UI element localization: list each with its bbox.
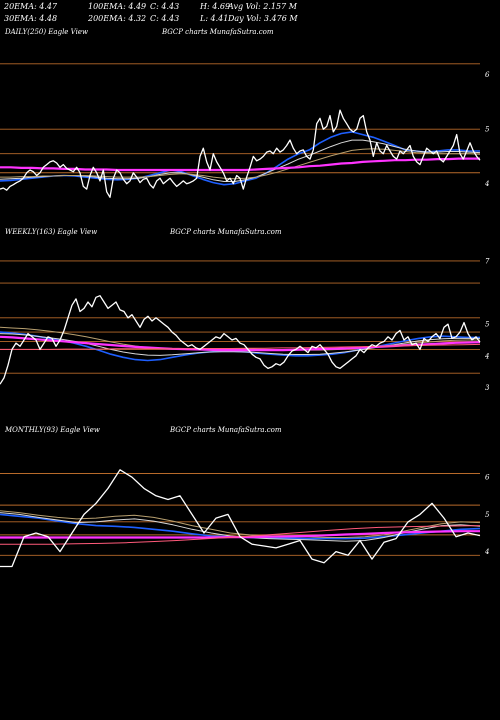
weekly-series-ema_200 xyxy=(0,343,481,350)
daily-y-tick-1: 5 xyxy=(485,126,490,134)
daily-panel-site: BGCP charts MunafaSutra.com xyxy=(162,28,274,36)
stat-day-vol: Day Vol: 3.476 M xyxy=(228,14,298,23)
weekly-y-tick-1: 5 xyxy=(485,321,490,329)
daily-chart: 6 5 4 xyxy=(0,63,490,198)
monthly-panel-site: BGCP charts MunafaSutra.com xyxy=(170,426,282,434)
daily-y-tick-2: 4 xyxy=(484,180,489,188)
monthly-chart: 6 5 4 xyxy=(0,469,490,568)
daily-panel-label: DAILY(250) Eagle View xyxy=(5,28,88,36)
daily-y-tick-0: 6 xyxy=(485,71,490,79)
weekly-y-tick-2: 4 xyxy=(484,352,489,360)
weekly-y-tick-3: 3 xyxy=(485,384,490,392)
weekly-panel-site: BGCP charts MunafaSutra.com xyxy=(170,228,282,236)
stat-close: C: 4.43 xyxy=(150,2,180,11)
daily-series-ema20 xyxy=(0,131,480,186)
weekly-panel-label: WEEKLY(163) Eagle View xyxy=(5,228,98,236)
stat-low: L: 4.41 xyxy=(200,14,229,23)
weekly-series-price xyxy=(0,295,481,385)
monthly-series-price xyxy=(0,469,481,568)
monthly-y-tick-2: 4 xyxy=(484,548,489,556)
stat-ema20: 20EMA: 4.47 xyxy=(4,2,58,11)
monthly-panel-label: MONTHLY(93) Eagle View xyxy=(5,426,100,434)
stat-high: H: 4.69 xyxy=(200,2,231,11)
stat-avg-vol: Avg Vol: 2.157 M xyxy=(228,2,297,11)
monthly-y-tick-1: 5 xyxy=(485,511,490,519)
daily-series-ema_long xyxy=(0,157,480,172)
stat-close-2: C: 4.43 xyxy=(150,14,180,23)
weekly-series-ema_mid xyxy=(0,326,480,351)
stat-ema200: 200EMA: 4.32 xyxy=(88,14,147,23)
monthly-y-tick-0: 6 xyxy=(485,474,490,482)
stat-ema30: 30EMA: 4.48 xyxy=(4,14,58,23)
stat-ema100: 100EMA: 4.49 xyxy=(88,2,147,11)
weekly-y-tick-0: 7 xyxy=(485,257,490,265)
daily-series-price xyxy=(0,109,481,198)
weekly-chart: 7 5 4 3 xyxy=(0,257,490,392)
